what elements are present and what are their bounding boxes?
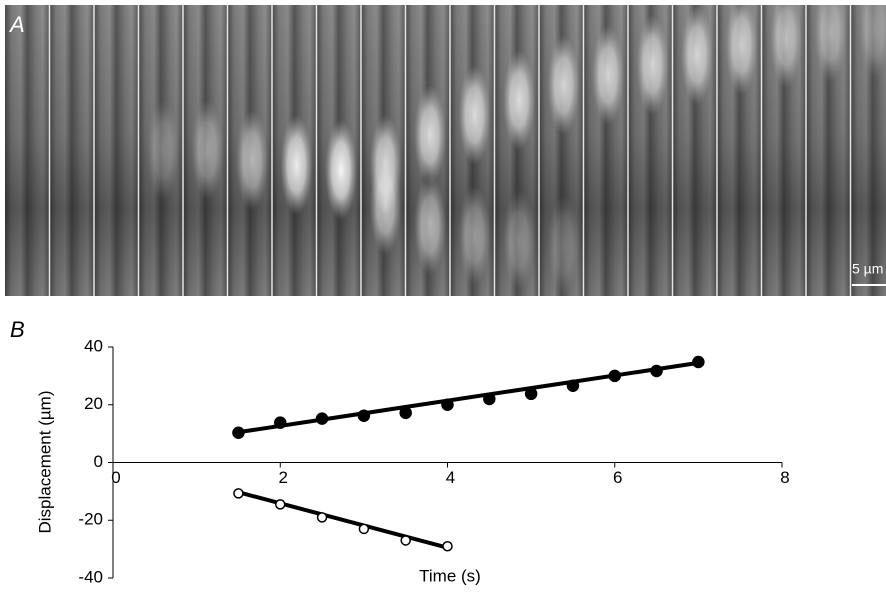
x-tick-label: 0	[111, 468, 120, 487]
data-point	[609, 370, 620, 381]
x-tick-label: 4	[446, 468, 455, 487]
x-axis-label: Time (s)	[419, 566, 481, 585]
frame	[139, 5, 184, 296]
frame	[5, 5, 50, 296]
calcium-wave	[414, 85, 446, 185]
y-tick-label: -20	[78, 510, 103, 529]
frame-shade	[50, 5, 95, 296]
frame	[628, 5, 673, 296]
frame-shade	[5, 5, 50, 296]
y-tick-label: 0	[94, 452, 103, 471]
frame	[673, 5, 718, 296]
data-point	[233, 427, 244, 438]
data-point	[484, 393, 495, 404]
data-point	[276, 500, 285, 509]
frame	[183, 5, 228, 296]
calcium-wave	[191, 100, 223, 200]
x-tick-label: 2	[279, 468, 288, 487]
y-tick-label: 20	[84, 394, 103, 413]
frame	[539, 5, 584, 296]
data-point	[400, 407, 411, 418]
calcium-wave	[592, 25, 624, 125]
fit-line	[238, 363, 698, 432]
frame	[762, 0, 807, 296]
fit-line	[238, 492, 447, 547]
data-point	[401, 536, 410, 545]
data-point	[234, 489, 243, 498]
calcium-wave	[369, 155, 401, 255]
data-point	[318, 513, 327, 522]
calcium-wave	[280, 115, 312, 215]
frame	[851, 0, 886, 296]
frame	[450, 5, 495, 296]
frame	[495, 5, 540, 296]
calcium-wave	[458, 65, 490, 165]
data-point	[443, 542, 452, 551]
calcium-wave	[503, 190, 535, 290]
calcium-wave	[325, 120, 357, 220]
data-point	[359, 524, 368, 533]
calcium-wave	[547, 195, 579, 295]
calcium-wave	[636, 15, 668, 115]
x-tick-label: 8	[780, 468, 789, 487]
y-tick-label: 40	[84, 336, 103, 355]
image-strip	[5, 0, 886, 296]
frame	[361, 5, 406, 296]
frame	[94, 5, 139, 296]
calcium-wave	[458, 185, 490, 285]
frame	[584, 5, 629, 296]
x-tick-label: 6	[613, 468, 622, 487]
panel-label: B	[10, 317, 25, 342]
calcium-wave	[503, 50, 535, 150]
frame	[717, 0, 762, 296]
data-point	[275, 417, 286, 428]
y-axis-label: Displacement (µm)	[35, 391, 54, 534]
calcium-wave	[681, 5, 713, 105]
data-point	[693, 357, 704, 368]
data-point	[442, 399, 453, 410]
data-point	[317, 413, 328, 424]
frame	[406, 5, 451, 296]
calcium-wave	[236, 110, 268, 210]
calcium-wave	[147, 100, 179, 200]
scale-bar-label: 5 µm	[852, 261, 883, 277]
data-point	[567, 380, 578, 391]
frame	[272, 5, 317, 296]
panel-label: A	[8, 12, 25, 37]
data-point	[651, 365, 662, 376]
frame-shade	[94, 5, 139, 296]
data-point	[526, 388, 537, 399]
frame	[806, 0, 851, 296]
data-point	[358, 410, 369, 421]
frame	[50, 5, 95, 296]
frame	[317, 5, 362, 296]
calcium-wave	[414, 175, 446, 275]
frame	[228, 5, 273, 296]
calcium-wave	[547, 35, 579, 135]
y-tick-label: -40	[78, 567, 103, 586]
